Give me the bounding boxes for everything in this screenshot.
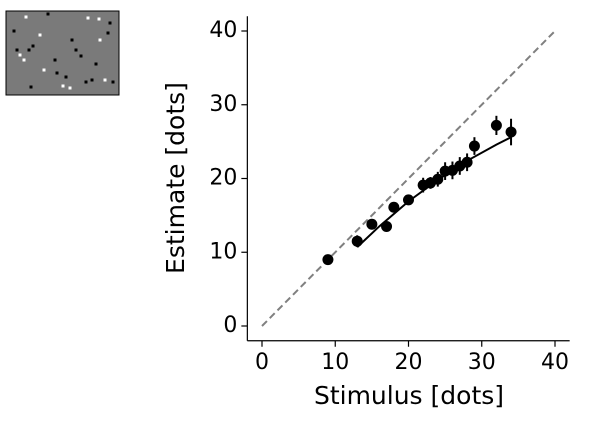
reference-line [261, 30, 556, 327]
stimulus-dot [70, 38, 74, 42]
y-axis-label: Estimate [dots] [161, 82, 190, 274]
y-tick-label: 10 [209, 239, 237, 264]
y-tick-label: 40 [209, 18, 237, 43]
stimulus-dot [68, 86, 72, 90]
stimulus-dot [12, 29, 16, 33]
data-point [366, 218, 378, 230]
x-tick-label: 30 [468, 350, 496, 375]
x-tick-label: 0 [255, 350, 269, 375]
stimulus-dot [61, 84, 65, 88]
stimulus-background [5, 10, 120, 96]
stimulus-dot [103, 78, 107, 82]
data-point [490, 119, 502, 131]
data-point [461, 156, 473, 168]
y-tick-label: 20 [209, 166, 237, 191]
stimulus-dot [38, 33, 42, 37]
y-tick-label: 0 [223, 313, 237, 338]
data-point [505, 126, 517, 138]
stimulus-image [5, 10, 120, 96]
x-tick-label: 20 [395, 350, 423, 375]
stimulus-dot [98, 38, 102, 42]
stimulus-dot [86, 16, 90, 20]
stimulus-dot [55, 71, 59, 75]
stimulus-dot [106, 31, 110, 35]
data-point [351, 235, 363, 247]
x-axis-label: Stimulus [dots] [314, 381, 504, 410]
stimulus-dot [42, 68, 46, 72]
data-point [403, 194, 414, 206]
stimulus-dot [46, 12, 50, 16]
stimulus-dot [24, 15, 28, 19]
stimulus-dot [90, 78, 94, 82]
stimulus-dot [108, 21, 112, 25]
stimulus-dot [15, 48, 19, 52]
stimulus-dot [27, 48, 31, 52]
stimulus-dot [64, 75, 68, 79]
stimulus-dot [97, 17, 101, 21]
y-tick-label: 30 [209, 92, 237, 117]
data-point [381, 220, 393, 232]
stimulus-dot [22, 58, 26, 62]
data-point [468, 140, 480, 152]
data-point [322, 254, 334, 266]
stimulus-dot [111, 80, 115, 84]
x-tick-label: 10 [321, 350, 349, 375]
stimulus-dot [94, 62, 98, 66]
stimulus-dot [53, 58, 57, 62]
stimulus-dot [84, 80, 88, 84]
stimulus-dot [18, 53, 22, 57]
stimulus-dot [29, 85, 33, 89]
data-point [432, 173, 444, 185]
stimulus-dot [74, 48, 78, 52]
x-tick-label: 40 [541, 350, 569, 375]
data-point [388, 201, 400, 213]
stimulus-dot [31, 44, 35, 48]
stimulus-dot [79, 54, 83, 58]
